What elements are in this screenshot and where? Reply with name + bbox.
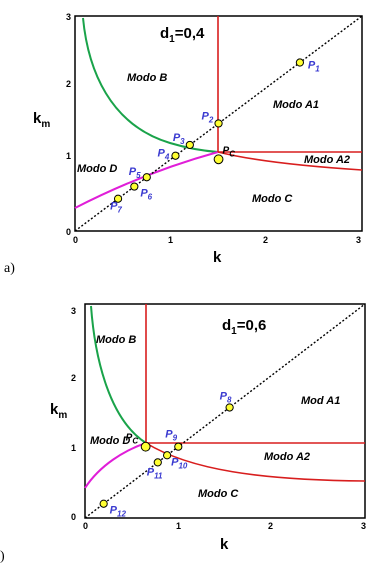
x-axis-label-b: k [220,536,229,553]
critical-point-label: PC [126,433,139,446]
y-ticks-b: 0 1 2 3 [71,306,76,522]
point-label: P3 [173,132,185,146]
point-label: P7 [110,201,122,215]
point-label: P4 [157,148,169,162]
mode-label-c-a: Modo C [252,193,293,205]
ytick-b-0: 0 [71,512,76,522]
magenta-boundary-curve-b [84,442,147,489]
green-boundary-curve-b [90,305,147,444]
point-label: P10 [171,456,188,470]
diagonal-dotted-line-b [84,303,366,519]
red-decay-curve-b [145,442,366,482]
point-label: P9 [165,429,177,443]
point-marker [163,451,172,460]
point-marker [295,58,304,67]
point-label: P1 [308,60,320,74]
points-group-a: P1 P2 P3 P4 P5 P6 P7 PC [110,58,320,215]
ytick-a-2: 2 [66,79,71,89]
mode-label-a1-a: Modo A1 [273,99,319,111]
red-decay-curve-a [217,151,363,171]
green-boundary-curve-a [82,17,219,153]
ytick-b-3: 3 [71,306,76,316]
xtick-a-2: 2 [263,235,268,245]
point-marker [225,403,234,412]
mode-label-d-a: Modo D [77,163,117,175]
xtick-a-1: 1 [168,235,173,245]
ytick-b-2: 2 [71,373,76,383]
xtick-b-0: 0 [83,521,88,531]
plot-frame-b [84,303,366,519]
point-marker [113,194,123,203]
xtick-a-0: 0 [73,235,78,245]
title-b: d1=0,6 [222,317,266,337]
point-marker [153,458,162,467]
point-marker [142,173,151,182]
panel-b: 0 1 2 3 0 1 2 3 k km d1=0,6 Modo B Mod A… [50,303,366,553]
mode-label-b-a: Modo B [127,72,167,84]
point-marker [185,140,194,150]
x-ticks-a: 0 1 2 3 [73,235,361,245]
points-group-b: P8 P9 P10 P11 P12 PC [99,390,234,519]
x-ticks-b: 0 1 2 3 [83,521,366,531]
point-label: P12 [110,505,127,519]
ytick-b-1: 1 [71,443,76,453]
mode-label-a2-b: Modo A2 [264,451,310,463]
point-marker [174,442,183,451]
point-label: P2 [202,110,214,124]
xtick-a-3: 3 [356,235,361,245]
critical-point-marker [140,441,151,452]
point-marker [171,151,180,160]
point-label: P6 [140,188,152,202]
point-label: P11 [147,466,163,480]
xtick-b-3: 3 [361,521,366,531]
y-axis-label-b: km [50,401,67,421]
panel-label-b: ) [0,549,5,564]
mode-label-c-b: Modo C [198,488,239,500]
ytick-a-3: 3 [66,12,71,22]
panel-a: 0 1 2 3 0 1 2 3 k km d1=0,4 Modo B Modo … [33,12,363,266]
point-label: P5 [129,166,141,180]
mode-label-b-b: Modo B [96,334,136,346]
xtick-b-1: 1 [176,521,181,531]
y-axis-label-a: km [33,110,50,130]
critical-point-marker [213,154,224,165]
mode-label-a2-a: Modo A2 [304,154,350,166]
y-ticks-a: 0 1 2 3 [66,12,71,237]
panel-label-a: a) [4,261,15,276]
point-label: P8 [220,390,232,404]
critical-point-label: PC [223,145,236,158]
point-marker [214,119,223,128]
mode-label-d-b: Modo D [90,435,130,447]
title-a: d1=0,4 [160,25,205,45]
magenta-boundary-curve-a [74,151,219,209]
point-marker [130,182,139,191]
point-marker [99,499,108,508]
ytick-a-1: 1 [66,151,71,161]
xtick-b-2: 2 [268,521,273,531]
mode-label-a1-b: Mod A1 [301,395,340,407]
ytick-a-0: 0 [66,227,71,237]
x-axis-label-a: k [213,249,222,266]
